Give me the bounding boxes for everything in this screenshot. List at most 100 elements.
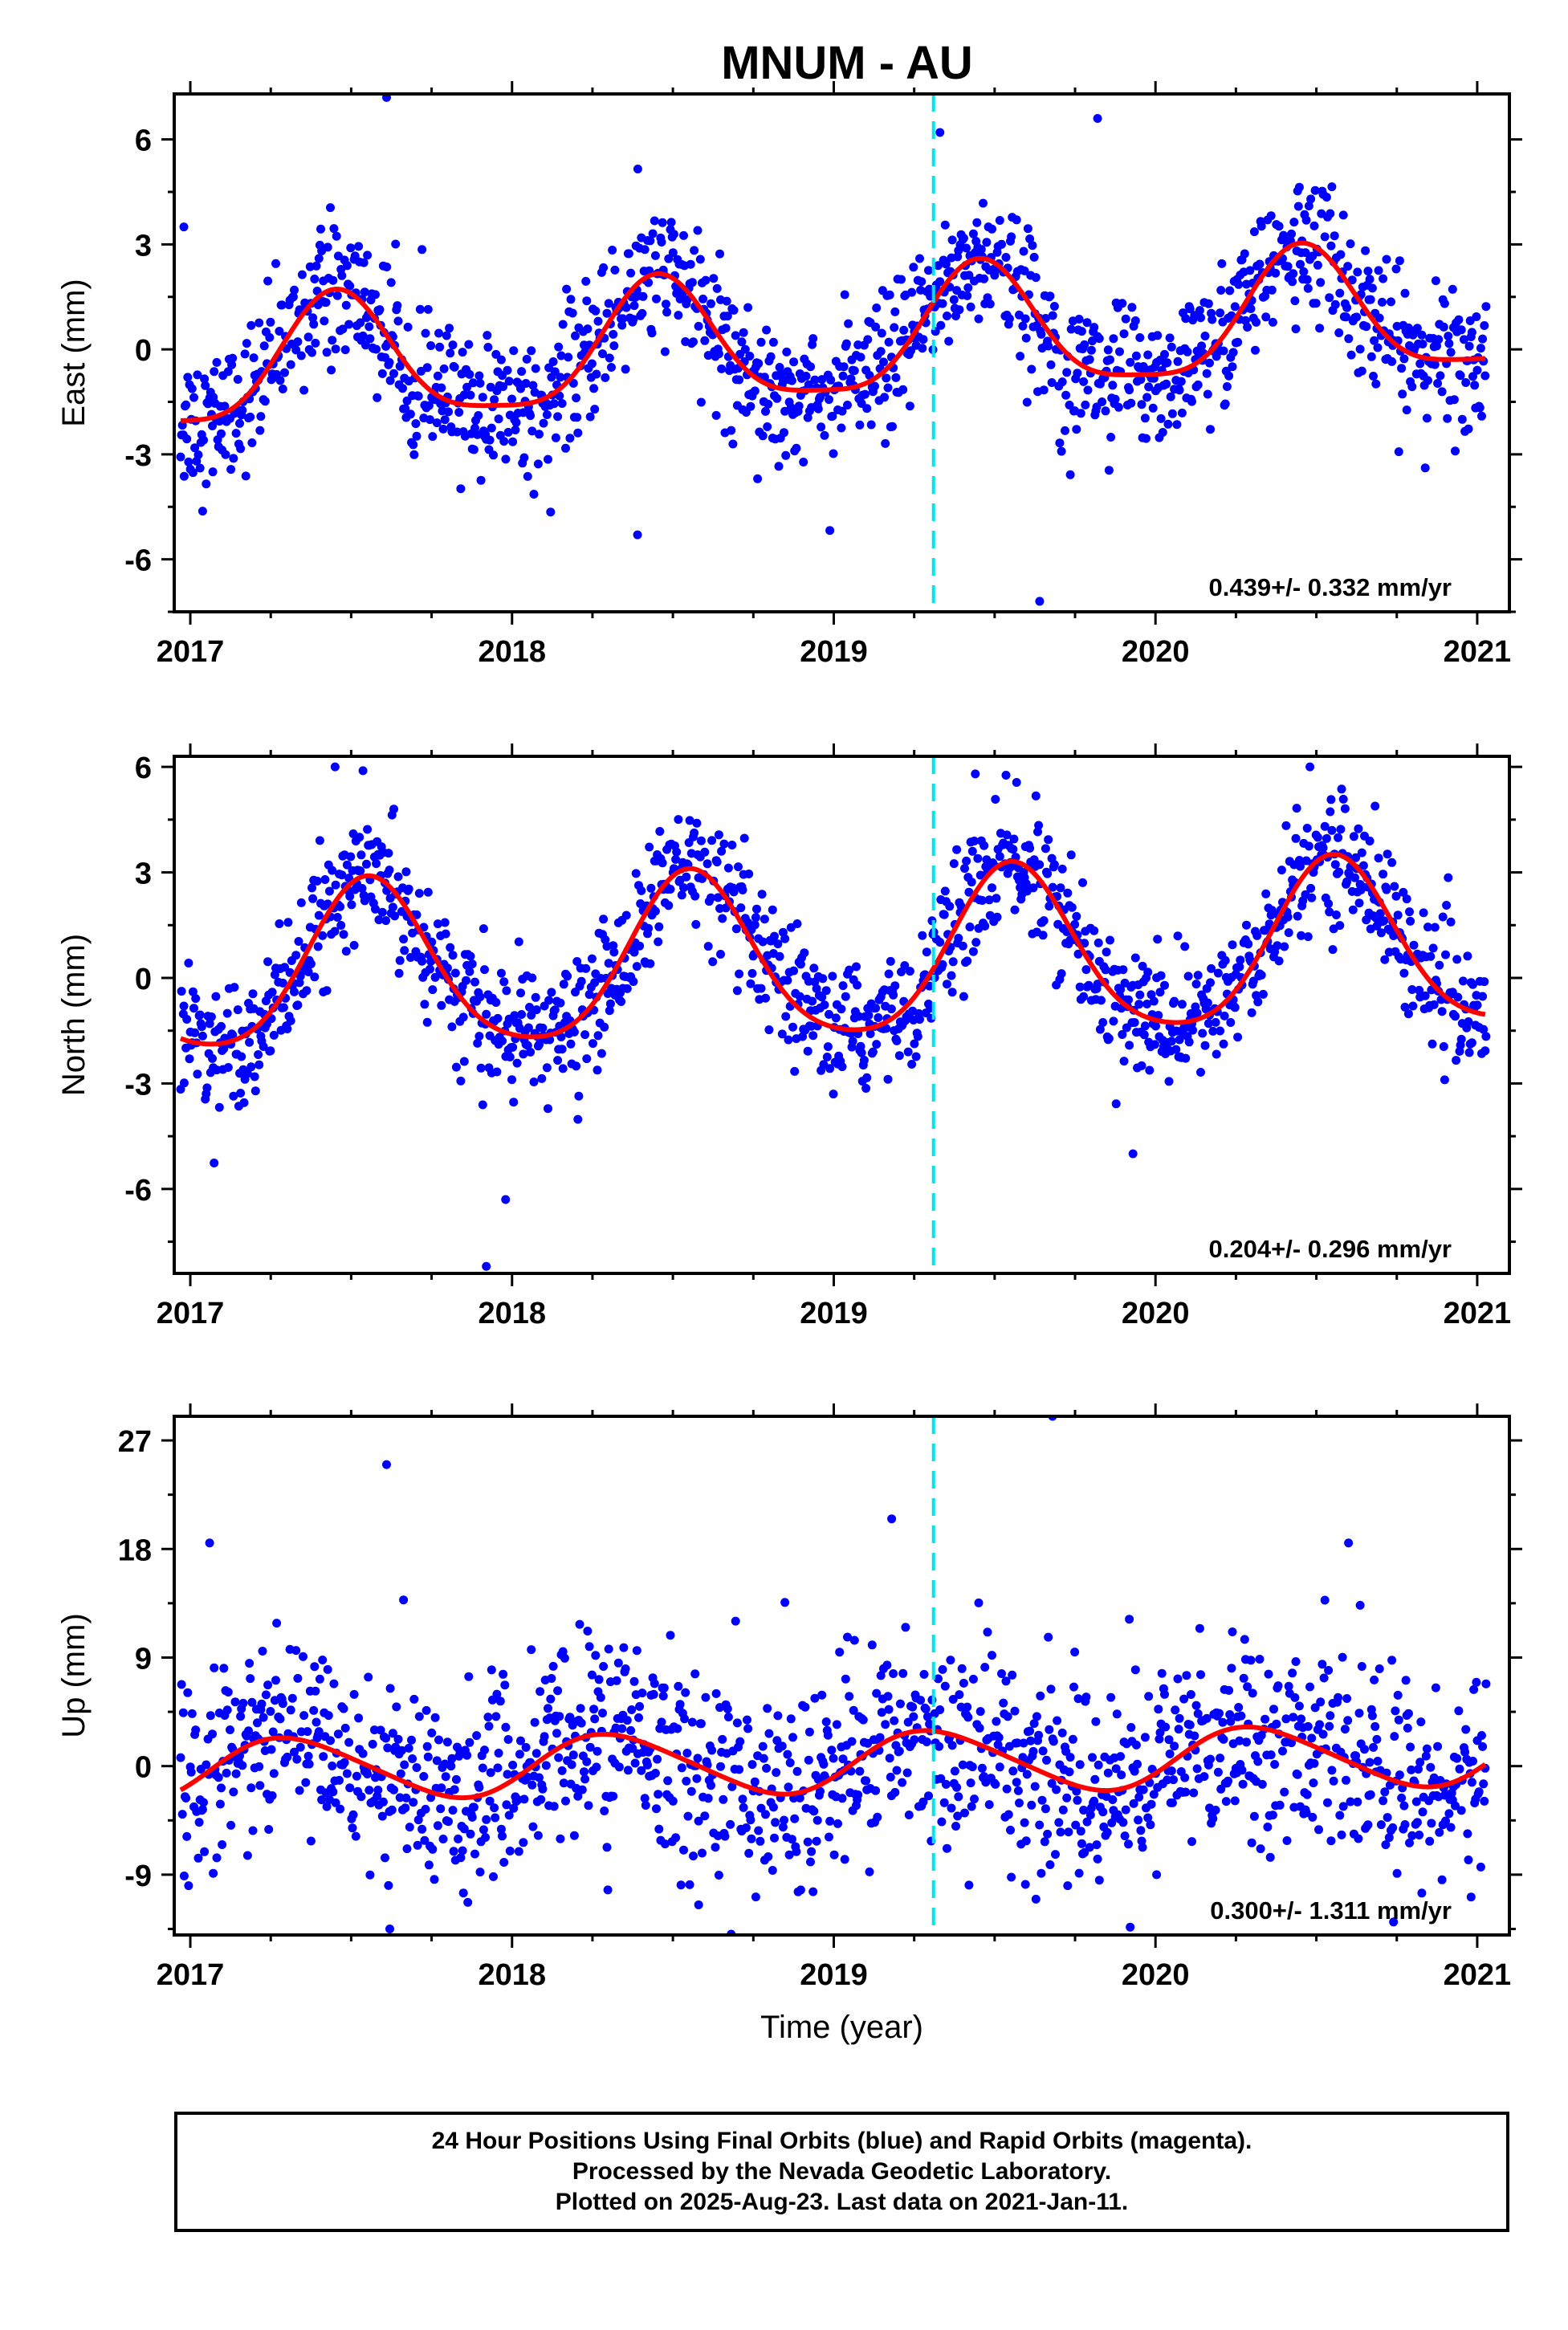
data-point	[441, 1772, 450, 1782]
data-point	[674, 815, 683, 825]
data-point	[1399, 887, 1408, 897]
data-point	[666, 218, 676, 227]
data-point	[605, 1006, 614, 1016]
data-point	[503, 1735, 513, 1744]
x-tick-label: 2021	[1444, 1958, 1512, 1992]
data-point	[208, 1053, 217, 1063]
data-point	[829, 1090, 838, 1099]
data-point	[806, 1857, 815, 1867]
data-point	[1365, 837, 1375, 845]
data-point	[571, 331, 580, 340]
data-point	[1240, 249, 1249, 259]
data-point	[909, 1712, 918, 1721]
data-point	[1369, 1742, 1378, 1752]
data-point	[323, 242, 332, 252]
data-point	[1419, 908, 1428, 918]
data-point	[650, 251, 660, 260]
data-point	[696, 836, 706, 845]
data-point	[1222, 382, 1232, 391]
data-point	[707, 893, 715, 902]
data-point	[874, 1013, 883, 1022]
data-point	[727, 841, 737, 849]
data-point	[1390, 1732, 1399, 1741]
data-point	[1306, 194, 1316, 204]
data-point	[1280, 942, 1289, 951]
data-point	[663, 1776, 673, 1786]
data-point	[1261, 1714, 1270, 1724]
y-tick-label: 0	[135, 963, 152, 996]
data-point	[1070, 1648, 1080, 1657]
data-point	[303, 332, 313, 342]
data-point	[401, 867, 411, 877]
data-point	[393, 872, 403, 882]
data-point	[612, 1676, 621, 1685]
data-point	[1001, 771, 1011, 780]
data-point	[980, 921, 990, 931]
data-point	[1196, 313, 1205, 323]
data-point	[1320, 232, 1330, 242]
data-point	[629, 1676, 639, 1686]
data-point	[698, 294, 708, 303]
data-point	[382, 263, 392, 271]
data-point	[447, 1754, 457, 1763]
data-point	[257, 1699, 267, 1709]
data-point	[1366, 352, 1376, 361]
data-point	[1160, 1689, 1169, 1699]
data-point	[1135, 333, 1145, 342]
data-point	[318, 1656, 328, 1664]
data-point	[959, 1678, 968, 1688]
data-point	[583, 1627, 593, 1635]
data-point	[539, 418, 548, 428]
data-point	[501, 1722, 511, 1732]
data-point	[813, 1815, 822, 1825]
data-point	[1015, 1798, 1024, 1808]
data-point	[422, 1741, 432, 1751]
data-point	[609, 329, 618, 339]
data-point	[582, 296, 592, 306]
data-point	[1052, 1785, 1061, 1794]
data-point	[1394, 1715, 1403, 1725]
data-point	[564, 352, 573, 362]
data-point	[226, 1725, 234, 1734]
data-point	[825, 526, 835, 536]
data-point	[373, 1786, 383, 1794]
data-point	[938, 959, 947, 969]
data-point	[1206, 978, 1215, 988]
data-point	[292, 1754, 302, 1764]
data-point	[964, 271, 974, 280]
data-point	[819, 1759, 829, 1769]
data-point	[1464, 1048, 1474, 1057]
data-point	[686, 259, 695, 269]
data-point	[1311, 299, 1321, 308]
data-point	[820, 1000, 829, 1010]
data-point	[496, 968, 506, 978]
x-tick-label: 2018	[478, 1958, 546, 1992]
data-point	[883, 383, 893, 393]
data-point	[1142, 434, 1151, 443]
data-point	[1134, 1000, 1144, 1009]
data-point	[565, 1713, 575, 1722]
data-point	[385, 866, 394, 875]
data-point	[991, 795, 1000, 804]
data-point	[907, 287, 917, 297]
data-point	[796, 1885, 805, 1895]
data-point	[1102, 1827, 1112, 1837]
data-point	[882, 1660, 892, 1670]
data-point	[1131, 1740, 1141, 1750]
data-point	[624, 249, 633, 259]
data-point	[681, 1688, 690, 1697]
data-point	[393, 301, 402, 311]
data-point	[662, 308, 672, 317]
data-point	[508, 1042, 518, 1052]
data-point	[191, 1725, 201, 1735]
data-point	[1289, 1713, 1298, 1722]
data-point	[1054, 1818, 1064, 1827]
data-point	[1046, 1684, 1056, 1694]
data-point	[548, 357, 558, 366]
data-point	[1142, 393, 1152, 402]
data-point	[1045, 1860, 1055, 1869]
data-point	[648, 229, 658, 238]
data-point	[1296, 862, 1305, 871]
data-point	[1477, 411, 1486, 421]
data-point	[1028, 883, 1038, 893]
